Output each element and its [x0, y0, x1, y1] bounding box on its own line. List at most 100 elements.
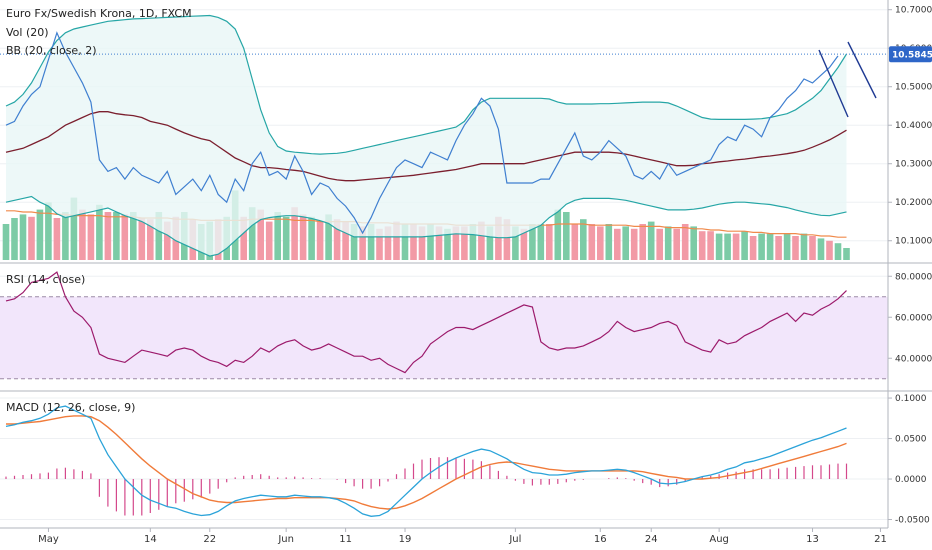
volume-bar	[62, 212, 69, 260]
volume-bar	[639, 224, 646, 260]
volume-bar	[597, 226, 604, 260]
volume-bar	[147, 219, 154, 260]
rsi-indicator-label[interactable]: RSI (14, close)	[6, 273, 85, 286]
time-scale[interactable]: May 14 22 Jun 11 19 Jul 16 24 Aug 13 21	[38, 528, 887, 545]
macd-line[interactable]	[5, 405, 847, 517]
volume-bar	[342, 221, 349, 260]
volume-bar	[834, 243, 842, 260]
volume-bar	[104, 212, 112, 260]
bb-basis-line[interactable]	[5, 111, 847, 182]
price-tick-label: 10.70000	[895, 6, 932, 16]
volume-bar	[350, 224, 358, 260]
rsi-tick-label: 60.0000	[895, 313, 932, 323]
time-tick-label: Jul	[508, 534, 521, 545]
volume-bar	[622, 226, 629, 260]
volume-bar	[588, 224, 596, 260]
volume-bar	[155, 212, 163, 260]
volume-bar	[452, 226, 460, 260]
bb-upper-line[interactable]	[5, 14, 848, 155]
volume-bar	[664, 226, 672, 260]
volume-bar	[291, 207, 298, 260]
volume-bar	[11, 218, 18, 260]
volume-bar	[520, 228, 528, 260]
volume-bar	[384, 226, 392, 260]
time-tick-label: 13	[806, 534, 819, 545]
volume-bar	[333, 219, 341, 260]
time-tick-label: 19	[399, 534, 412, 545]
volume-bar	[647, 221, 655, 260]
volume-bar	[461, 226, 468, 260]
price-scale[interactable]: 10.7000010.6000010.5000010.4000010.30000…	[888, 6, 932, 526]
volume-bar	[87, 214, 95, 260]
volume-bar	[265, 221, 273, 260]
volume-bar	[325, 214, 332, 260]
rsi-band-fill	[0, 296, 888, 379]
volume-bar	[444, 228, 451, 260]
rsi-tick-label: 80.0000	[895, 272, 932, 282]
macd-indicator-label[interactable]: MACD (12, 26, close, 9)	[6, 401, 135, 414]
volume-bar	[732, 233, 740, 260]
price-layer	[0, 14, 888, 260]
volume-bar	[138, 218, 146, 260]
chart-title[interactable]: Euro Fx/Swedish Krona, 1D, FXCM	[6, 7, 192, 20]
volume-bar	[554, 209, 562, 260]
volume-bar	[486, 226, 494, 260]
volume-bar	[401, 224, 409, 260]
volume-bar	[240, 216, 247, 260]
volume-bar	[274, 212, 281, 260]
macd-tick-label: 0.0000	[895, 475, 927, 485]
last-price-label: 10.58452	[892, 51, 932, 61]
volume-bar	[36, 209, 44, 260]
time-tick-label: 14	[144, 534, 157, 545]
price-line[interactable]	[5, 31, 839, 235]
volume-bar	[393, 221, 400, 260]
volume-bar	[571, 224, 579, 260]
volume-bar	[673, 228, 680, 260]
rsi-line[interactable]	[5, 271, 847, 374]
volume-bar	[809, 236, 816, 260]
volume-bar	[546, 224, 553, 260]
macd-signal-line[interactable]	[6, 415, 847, 510]
time-tick-label: Jun	[277, 534, 294, 545]
bb-lower-line[interactable]	[5, 195, 847, 257]
volume-bar	[299, 214, 307, 260]
bb-indicator-label[interactable]: BB (20, close, 2)	[6, 44, 97, 57]
time-tick-label: Aug	[709, 534, 729, 545]
volume-bar	[28, 216, 35, 260]
volume-bar	[121, 214, 129, 260]
volume-bar	[53, 218, 61, 260]
volume-indicator-label[interactable]: Vol (20)	[6, 26, 49, 39]
volume-bar	[826, 240, 833, 260]
trendline-drawing-1[interactable]	[818, 49, 849, 118]
volume-bar	[70, 197, 78, 260]
volume-bar	[783, 233, 791, 260]
macd-tick-label: 0.0500	[895, 435, 927, 445]
volume-bar	[469, 224, 477, 260]
volume-bar	[580, 219, 587, 260]
volume-bar	[427, 224, 434, 260]
macd-panel[interactable]	[0, 392, 888, 528]
volume-bar	[19, 214, 27, 260]
time-tick-label: 21	[874, 534, 887, 545]
volume-bar	[130, 212, 137, 260]
volume-bar	[707, 231, 714, 260]
time-tick-label: 11	[339, 534, 352, 545]
volume-bar	[45, 202, 52, 260]
volume-bar	[630, 228, 638, 260]
volume-bar	[512, 226, 519, 260]
volume-bar	[418, 226, 426, 260]
volume-bar	[359, 226, 366, 260]
price-tick-label: 10.30000	[895, 160, 932, 170]
volume-bar	[96, 204, 103, 260]
volume-bar	[495, 216, 502, 260]
trendline-drawing-2[interactable]	[847, 41, 877, 99]
volume-bar	[800, 233, 808, 260]
last-price-tag	[889, 46, 932, 63]
volume-bar	[376, 228, 383, 260]
volume-bar	[715, 233, 723, 260]
volume-bar	[248, 207, 256, 260]
price-tick-label: 10.40000	[895, 121, 932, 131]
volume-bar	[690, 226, 697, 260]
